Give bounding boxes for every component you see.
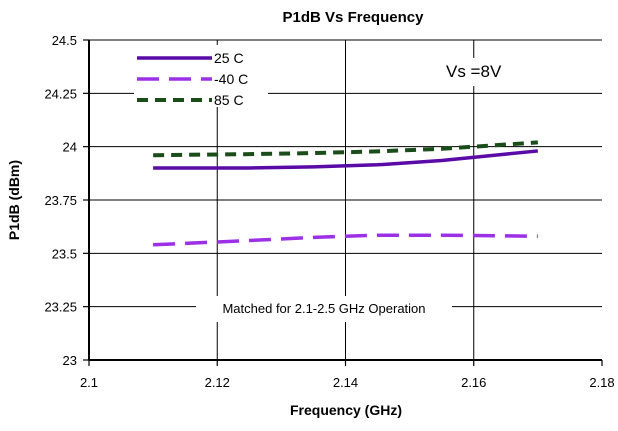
y-tick-label: 23.25 [44, 300, 77, 315]
chart-title: P1dB Vs Frequency [283, 9, 425, 26]
annotation-matched-background [196, 296, 452, 322]
y-tick-label: 24.5 [52, 33, 77, 48]
series-lines [153, 140, 539, 247]
y-tick-label: 24.25 [44, 86, 77, 101]
x-tick-label: 2.12 [205, 375, 230, 390]
x-tick-label: 2.1 [80, 375, 98, 390]
tick-labels: 23 23.25 23.5 23.75 24 24.25 24.5 2.1 2.12 2.14 2.… [44, 33, 614, 390]
x-tick-label: 2.16 [461, 375, 486, 390]
legend-label: 25 C [214, 50, 244, 66]
series-line-25c [153, 149, 539, 170]
axes [83, 39, 603, 366]
series-line-85c [153, 140, 539, 158]
x-tick-label: 2.14 [333, 375, 358, 390]
annotation-vs: Vs =8V [446, 62, 502, 81]
annotation-matched: Matched for 2.1-2.5 GHz Operation [222, 301, 425, 316]
grid-lines [89, 39, 602, 360]
x-tick-label: 2.18 [589, 375, 614, 390]
legend: 25 C -40 C 85 C [137, 50, 248, 108]
legend-background [134, 45, 268, 107]
annotation-vs-background [440, 58, 526, 86]
series-line-40c [153, 233, 538, 247]
legend-label: 85 C [214, 92, 244, 108]
y-tick-label: 23 [63, 353, 77, 368]
x-axis-title: Frequency (GHz) [290, 402, 402, 418]
y-axis-title: P1dB (dBm) [6, 160, 22, 240]
y-tick-label: 23.75 [44, 193, 77, 208]
y-tick-label: 23.5 [52, 246, 77, 261]
legend-label: -40 C [214, 71, 248, 87]
y-tick-label: 24 [63, 140, 77, 155]
